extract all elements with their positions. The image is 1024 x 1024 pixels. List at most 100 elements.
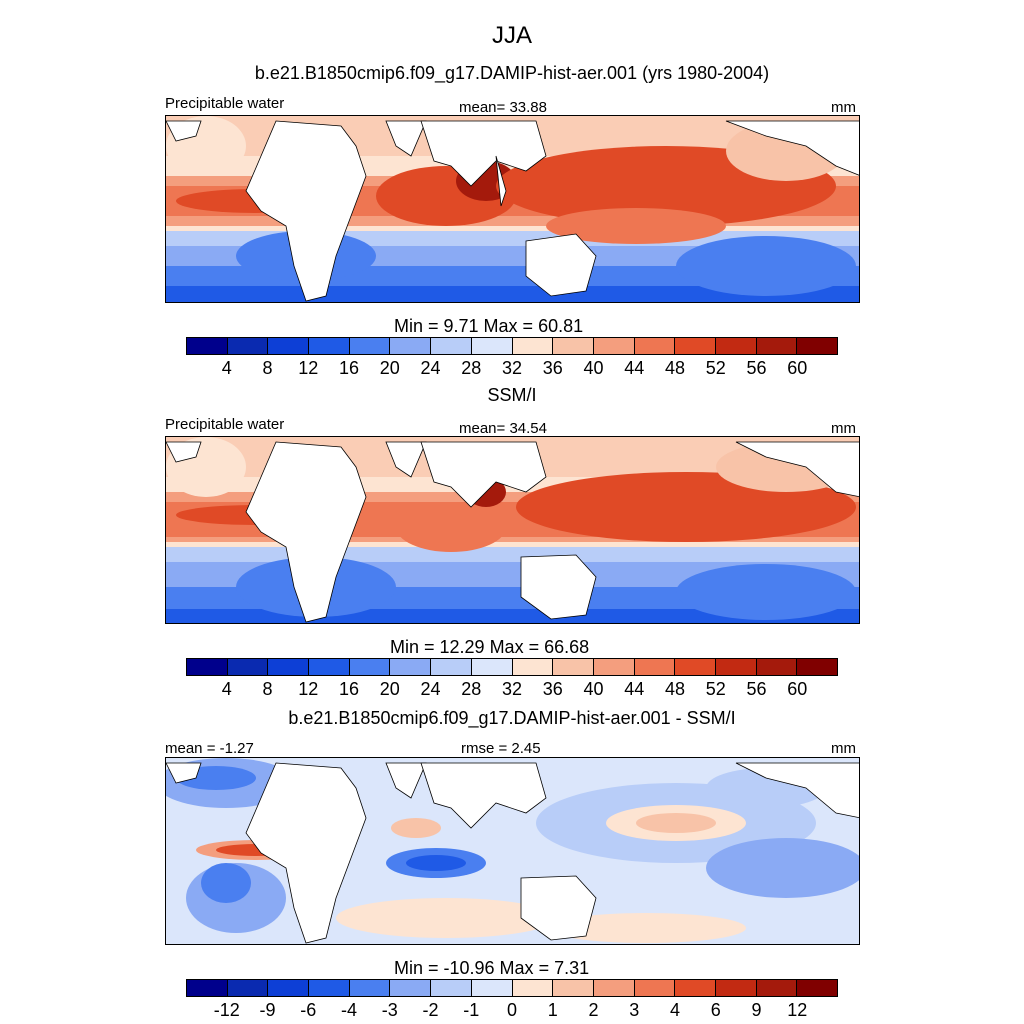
panel3-colorbar-box [756, 980, 798, 996]
panel2-colorbar-tick-label: 60 [787, 679, 808, 699]
panel1-colorbar-box [309, 338, 350, 354]
panel3-field [166, 758, 859, 944]
panel2-colorbar-tick-label: 8 [262, 679, 273, 699]
panel1-colorbar-box [756, 338, 798, 354]
panel2-colorbar-box [756, 659, 798, 675]
panel2-colorbar-box [675, 659, 716, 675]
panel1-colorbar-box [512, 338, 554, 354]
panel3-colorbar-tick-label: 4 [669, 1000, 681, 1020]
panel3-colorbar-tick-label: 3 [629, 1000, 640, 1020]
panel2-colorbar-box [797, 659, 837, 675]
panel1-colorbar-box [471, 338, 513, 354]
panel3-colorbar-tick-label: -3 [381, 1000, 398, 1020]
panel2-colorbar-box [553, 659, 594, 675]
panel2-colorbar-tick-label: 32 [501, 679, 523, 699]
panel2-colorbar-tick-label: 28 [461, 679, 482, 699]
panel2-colorbar-box [715, 659, 757, 675]
panel2-colorbar-box [349, 659, 391, 675]
panel2-colorbar-tick-label: 44 [624, 679, 645, 699]
panel3-colorbar-tick-label: -6 [300, 1000, 317, 1020]
panel1-colorbar-box [431, 338, 472, 354]
panel1-colorbar-ticks: 4 8 12 16 20 24 28 32 36 40 44 48 52 56 60 [186, 358, 838, 378]
panel1-min-max: Min = 9.71 Max = 60.81 [394, 316, 584, 336]
panel3-colorbar-tick-label: -9 [259, 1000, 276, 1020]
panel1-colorbar-box [268, 338, 310, 354]
panel3-colorbar-tick-label: 0 [506, 1000, 518, 1020]
panel1-mean-label: mean= 33.88 [459, 99, 547, 116]
panel1-colorbar-tick-label: 12 [298, 358, 319, 378]
panel1-colorbar-tick-label: 52 [705, 358, 726, 378]
panel3-colorbar-box [634, 980, 676, 996]
panel3-colorbar-tick-label: -1 [463, 1000, 480, 1020]
panel1-colorbar-tick-label: 48 [664, 358, 686, 378]
panel2-colorbar-ticks: 4 8 12 16 20 24 28 32 36 40 44 48 52 56 60 [186, 679, 838, 699]
panel1-units-label: mm [831, 99, 856, 116]
panel3-colorbar-box [675, 980, 716, 996]
panel2-min-max: Min = 12.29 Max = 66.68 [390, 637, 590, 657]
panel3-colorbar-tick-label: -4 [340, 1000, 358, 1020]
panel1-colorbar-tick-label: 8 [262, 358, 273, 378]
panel3-colorbar [186, 979, 838, 997]
panel2-mean-label: mean= 34.54 [459, 420, 547, 437]
panel1-colorbar-tick-label: 44 [624, 358, 645, 378]
panel1-colorbar-box [227, 338, 269, 354]
panel3-colorbar-box [268, 980, 310, 996]
panel2-colorbar-box [431, 659, 472, 675]
panel1-colorbar-tick-label: 4 [221, 358, 232, 378]
panel1-colorbar-tick-label: 40 [583, 358, 604, 378]
panel2-colorbar-tick-label: 24 [420, 679, 441, 699]
panel1-colorbar-box [390, 338, 432, 354]
panel2-variable-label: Precipitable water [165, 416, 285, 433]
figure-title: JJA [491, 22, 532, 49]
panel2-colorbar-tick-label: 36 [542, 679, 563, 699]
panel3-map [165, 757, 860, 945]
panel1-colorbar-tick-label: 56 [746, 358, 767, 378]
panel2-colorbar-box [187, 659, 228, 675]
panel3-colorbar-tick-label: 9 [751, 1000, 762, 1020]
panel2-colorbar-box [268, 659, 310, 675]
panel3-rmse-label: rmse = 2.45 [461, 740, 541, 757]
panel1-colorbar-box [187, 338, 228, 354]
panel1-colorbar [186, 337, 838, 355]
panel3-colorbar-box [512, 980, 554, 996]
panel1-colorbar-tick-label: 28 [461, 358, 482, 378]
panel1-heading: b.e21.B1850cmip6.f09_g17.DAMIP-hist-aer.… [254, 63, 770, 83]
panel1-colorbar-box [715, 338, 757, 354]
panel1-colorbar-tick-label: 16 [338, 358, 360, 378]
panel2-colorbar-tick-label: 40 [583, 679, 604, 699]
panel2-colorbar [186, 658, 838, 676]
panel1-colorbar-tick-label: 60 [787, 358, 808, 378]
panel2-colorbar-box [309, 659, 350, 675]
panel3-colorbar-tick-label: 6 [710, 1000, 721, 1020]
panel3-colorbar-box [593, 980, 635, 996]
panel3-colorbar-box [227, 980, 269, 996]
panel2-colorbar-box [512, 659, 554, 675]
panel3-colorbar-box [309, 980, 350, 996]
panel3-colorbar-box [797, 980, 837, 996]
panel3-colorbar-tick-label: 2 [588, 1000, 599, 1020]
panel1-colorbar-tick-label: 24 [420, 358, 441, 378]
panel2-colorbar-tick-label: 4 [221, 679, 232, 699]
panel2-field [166, 437, 859, 623]
panel1-colorbar-box [797, 338, 837, 354]
panel3-colorbar-tick-label: 12 [787, 1000, 808, 1020]
panel3-colorbar-box [187, 980, 228, 996]
panel2-map [165, 436, 860, 624]
panel2-colorbar-tick-label: 12 [298, 679, 319, 699]
panel2-colorbar-tick-label: 48 [664, 679, 686, 699]
panel3-heading: b.e21.B1850cmip6.f09_g17.DAMIP-hist-aer.… [288, 708, 736, 728]
panel3-units-label: mm [831, 740, 856, 757]
panel1-variable-label: Precipitable water [165, 95, 285, 112]
panel3-colorbar-tick-label: -12 [213, 1000, 240, 1020]
panel1-colorbar-tick-label: 36 [542, 358, 563, 378]
panel2-colorbar-box [227, 659, 269, 675]
panel3-colorbar-box [349, 980, 391, 996]
panel1-colorbar-box [593, 338, 635, 354]
panel3-colorbar-box [390, 980, 432, 996]
panel1-colorbar-box [634, 338, 676, 354]
panel2-units-label: mm [831, 420, 856, 437]
panel3-min-max: Min = -10.96 Max = 7.31 [394, 958, 590, 978]
panel3-colorbar-box [431, 980, 472, 996]
panel3-colorbar-box [471, 980, 513, 996]
panel2-colorbar-box [390, 659, 432, 675]
